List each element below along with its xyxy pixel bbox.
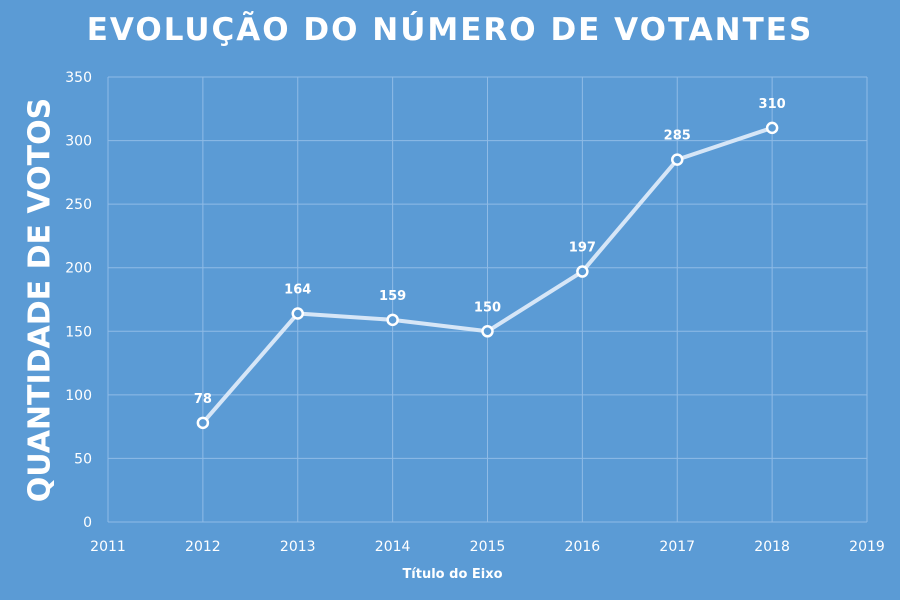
chart-title: EVOLUÇÃO DO NÚMERO DE VOTANTES xyxy=(86,12,814,48)
x-tick-label: 2018 xyxy=(754,539,790,555)
data-point xyxy=(576,265,589,278)
y-tick-label: 300 xyxy=(65,134,92,150)
data-point xyxy=(671,153,684,166)
x-tick-label: 2019 xyxy=(849,539,885,555)
data-point xyxy=(196,416,210,430)
data-label: 164 xyxy=(284,282,311,297)
data-point xyxy=(765,121,779,135)
data-point xyxy=(291,307,304,320)
tick-labels: 0 50 100 150 200 250 300 350 2011 2012 2013 2014 201… xyxy=(65,70,885,555)
y-tick-label: 100 xyxy=(65,388,92,404)
x-tick-label: 2012 xyxy=(185,539,221,555)
y-tick-label: 50 xyxy=(74,451,92,467)
x-tick-label: 2014 xyxy=(375,539,411,555)
data-label: 197 xyxy=(569,241,596,256)
x-tick-label: 2013 xyxy=(280,539,316,555)
x-tick-label: 2015 xyxy=(470,539,506,555)
x-tick-label: 2016 xyxy=(565,539,601,555)
y-tick-label: 200 xyxy=(65,261,92,277)
y-tick-label: 150 xyxy=(65,324,92,340)
data-label: 150 xyxy=(474,300,501,315)
data-point xyxy=(386,313,399,327)
data-points xyxy=(196,121,779,430)
data-point xyxy=(481,325,494,338)
y-tick-label: 350 xyxy=(65,70,92,86)
data-label: 78 xyxy=(194,392,212,407)
data-label: 285 xyxy=(664,129,691,144)
x-tick-label: 2011 xyxy=(90,539,126,555)
data-label: 310 xyxy=(759,97,786,112)
x-axis-title: Título do Eixo xyxy=(402,567,502,582)
gridlines xyxy=(107,76,868,523)
x-tick-label: 2017 xyxy=(659,539,695,555)
data-labels: 78 164 159 150 197 285 310 xyxy=(194,97,786,407)
y-tick-label: 0 xyxy=(83,515,92,531)
data-label: 159 xyxy=(379,289,406,304)
y-tick-label: 250 xyxy=(65,197,92,213)
